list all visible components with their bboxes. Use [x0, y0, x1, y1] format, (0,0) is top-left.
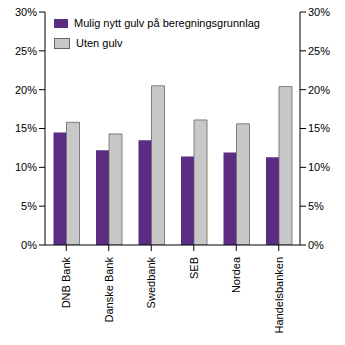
svg-text:20%: 20%	[15, 84, 37, 96]
html-text:Mulig nytt gulv på beregningsg: Mulig nytt gulv på beregningsgrunnlag	[74, 17, 260, 29]
svg-text:20%: 20%	[308, 84, 330, 96]
svg-text:30%: 30%	[15, 6, 37, 18]
svg-text:10%: 10%	[15, 161, 37, 173]
svg-text:5%: 5%	[308, 200, 324, 212]
svg-text:25%: 25%	[15, 45, 37, 57]
html-text:Uten gulv: Uten gulv	[76, 37, 123, 49]
svg-text:SEB: SEB	[188, 257, 200, 279]
svg-text:25%: 25%	[308, 45, 330, 57]
svg-text:0%: 0%	[21, 239, 37, 251]
svg-text:10%: 10%	[308, 161, 330, 173]
svg-text:Nordea: Nordea	[230, 256, 242, 293]
svg-text:Danske Bank: Danske Bank	[103, 257, 115, 323]
svg-text:15%: 15%	[15, 122, 37, 134]
svg-text:15%: 15%	[308, 122, 330, 134]
svg-text:Handelsbanken: Handelsbanken	[273, 257, 285, 333]
svg-text:DNB Bank: DNB Bank	[60, 257, 72, 309]
svg-text:0%: 0%	[308, 239, 324, 251]
svg-text:5%: 5%	[21, 200, 37, 212]
svg-text:30%: 30%	[308, 6, 330, 18]
svg-text:Swedbank: Swedbank	[145, 257, 157, 309]
